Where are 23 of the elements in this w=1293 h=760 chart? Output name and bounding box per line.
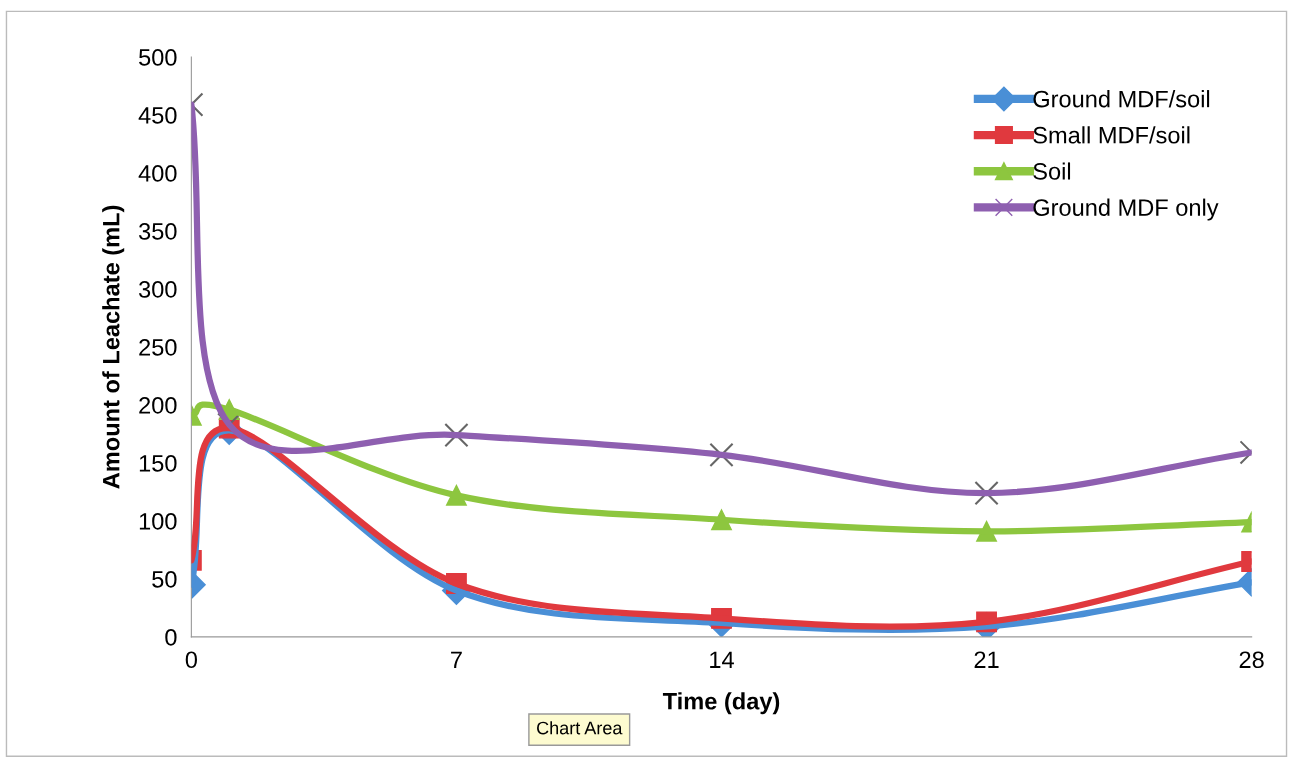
y-tick-label: 350	[138, 223, 177, 240]
legend-label: Ground MDF/soil	[1033, 90, 1210, 108]
legend-label: Soil	[1033, 162, 1071, 180]
x-tick-label: 7	[451, 651, 462, 668]
y-tick-label: 100	[139, 512, 177, 530]
y-tick-label: 50	[152, 570, 177, 588]
y-tick-label: 500	[139, 49, 177, 66]
y-axis-title: Amount of Leachate (mL)	[102, 205, 125, 489]
y-tick-label: 400	[138, 165, 177, 182]
x-tick-label: 14	[710, 651, 734, 668]
y-tick-label: 300	[138, 281, 177, 298]
y-tick-label: 200	[139, 397, 177, 414]
legend-label: Ground MDF only	[1033, 198, 1219, 221]
y-tick-label: 250	[139, 339, 177, 356]
y-tick-label: 0	[165, 628, 177, 646]
y-tick-label: 150	[139, 454, 177, 472]
x-tick-label: 0	[185, 651, 198, 669]
x-axis-title: Time (day)	[662, 692, 780, 715]
text: Chart Area	[537, 721, 623, 735]
x-tick-label: 21	[974, 651, 999, 668]
x-tick-label: 28	[1239, 651, 1264, 669]
y-tick-label: 450	[138, 107, 177, 124]
legend-label: Small MDF/soil	[1033, 126, 1190, 144]
